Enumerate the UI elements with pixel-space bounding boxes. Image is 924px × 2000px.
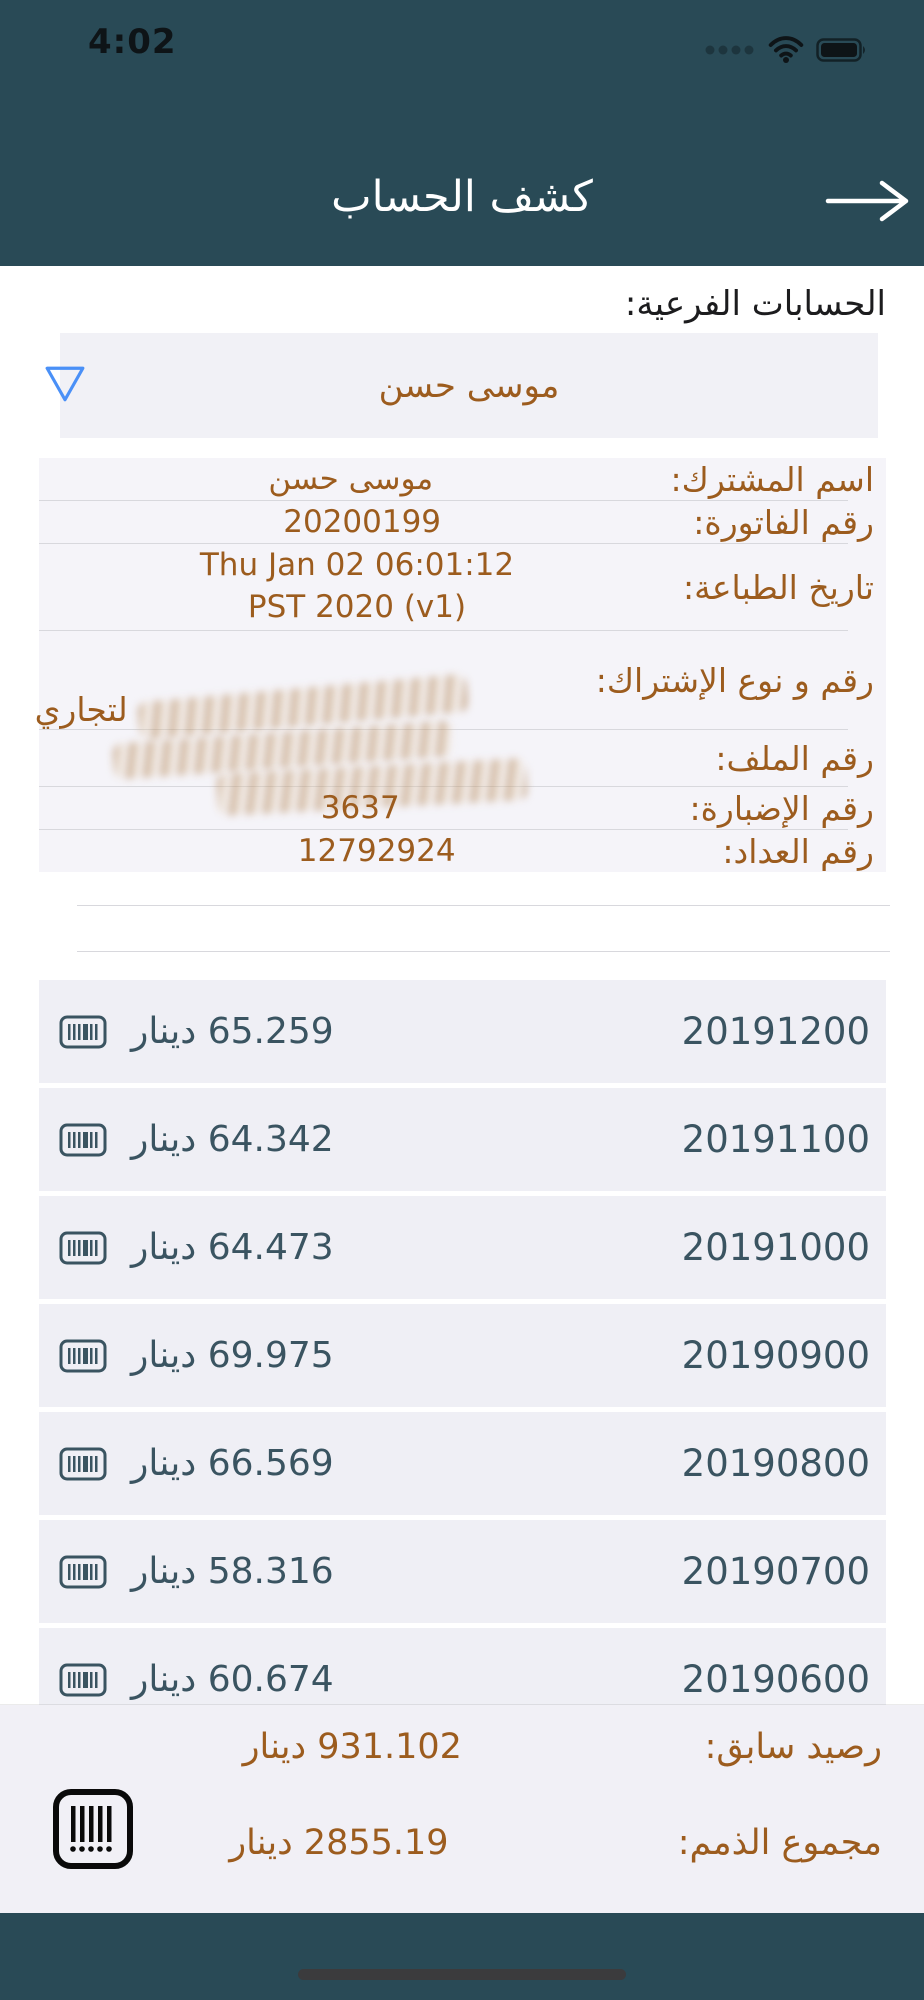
- invoice-period: 20191000: [681, 1226, 870, 1269]
- invoice-amount: 69.975 دينار: [131, 1335, 334, 1376]
- invoice-period: 20190800: [681, 1442, 870, 1485]
- invoice-amount: 65.259 دينار: [131, 1011, 334, 1052]
- invoice-row-20190700[interactable]: 20190700 58.316 دينار: [39, 1520, 886, 1623]
- subaccount-selected-value: موسى حسن: [378, 365, 560, 406]
- invoice-number-label: رقم الفاتورة:: [693, 502, 874, 542]
- barcode-icon[interactable]: [59, 1015, 107, 1049]
- back-arrow-icon: [825, 180, 909, 222]
- barcode-icon[interactable]: [59, 1555, 107, 1589]
- divider: [39, 500, 848, 501]
- invoice-row-20191200[interactable]: 20191200 65.259 دينار: [39, 980, 886, 1083]
- invoice-amount: 58.316 دينار: [131, 1551, 334, 1592]
- invoice-row-20190900[interactable]: 20190900 69.975 دينار: [39, 1304, 886, 1407]
- print-date-text: Thu Jan 02 06:01:12 PST 2020 (v1): [199, 547, 515, 625]
- divider: [77, 905, 890, 906]
- invoice-number-value: 20200199: [283, 504, 442, 540]
- status-time: 4:02: [88, 22, 177, 62]
- info-row-file-number: رقم الملف:: [39, 730, 886, 817]
- subaccount-dropdown[interactable]: موسى حسن: [45, 333, 878, 438]
- barcode-icon[interactable]: [59, 1339, 107, 1373]
- footer-bar: [0, 1913, 924, 2000]
- total-dues-row: مجموع الذمم: 2855.19 دينار: [0, 1823, 924, 1863]
- subscriber-name-label: اسم المشترك:: [670, 459, 875, 499]
- info-row-folder-number: رقم الإضبارة: 3637: [39, 787, 886, 829]
- barcode-icon[interactable]: [59, 1447, 107, 1481]
- divider: [39, 630, 848, 631]
- invoice-period: 20190900: [681, 1334, 870, 1377]
- chevron-down-icon[interactable]: [44, 365, 86, 403]
- invoice-period: 20191100: [681, 1118, 870, 1161]
- info-row-invoice-number: رقم الفاتورة: 20200199: [39, 501, 886, 543]
- divider: [39, 829, 848, 830]
- barcode-icon[interactable]: [59, 1663, 107, 1697]
- status-icons: [704, 36, 868, 63]
- file-number-label: رقم الملف:: [715, 738, 874, 778]
- total-dues-label: مجموع الذمم:: [677, 1823, 882, 1863]
- page-title: كشف الحساب: [331, 172, 593, 222]
- print-date-label: تاريخ الطباعة:: [683, 567, 874, 607]
- cellular-signal-icon: [705, 45, 754, 54]
- meter-number-label: رقم العداد:: [722, 831, 874, 871]
- subscriber-name-value: موسى حسن: [268, 461, 434, 497]
- subaccounts-label: الحسابات الفرعية:: [624, 284, 886, 324]
- invoice-period: 20190600: [681, 1658, 870, 1701]
- info-row-subscription: رقم و نوع الإشتراك: لتجاري: [35, 631, 886, 780]
- previous-balance-value: 931.102 دينار: [242, 1727, 462, 1767]
- invoice-row-20191000[interactable]: 20191000 64.473 دينار: [39, 1196, 886, 1299]
- previous-balance-label: رصيد سابق:: [704, 1727, 882, 1767]
- subscription-type-text: لتجاري: [34, 690, 128, 729]
- print-date-value: Thu Jan 02 06:01:12 PST 2020 (v1): [39, 545, 675, 629]
- folder-number-label: رقم الإضبارة:: [689, 788, 874, 828]
- invoice-row-20190800[interactable]: 20190800 66.569 دينار: [39, 1412, 886, 1515]
- invoice-amount: 66.569 دينار: [131, 1443, 334, 1484]
- battery-icon: [816, 37, 865, 62]
- invoice-period: 20190700: [681, 1550, 870, 1593]
- previous-balance-row: رصيد سابق: 931.102 دينار: [0, 1727, 924, 1767]
- invoice-amount: 64.473 دينار: [131, 1227, 334, 1268]
- info-row-subscriber-name: اسم المشترك: موسى حسن: [39, 458, 886, 500]
- barcode-icon[interactable]: [59, 1231, 107, 1265]
- back-button[interactable]: [820, 176, 912, 226]
- info-row-print-date: تاريخ الطباعة: Thu Jan 02 06:01:12 PST 2…: [39, 544, 886, 630]
- invoice-amount: 64.342 دينار: [131, 1119, 334, 1160]
- subscriber-info-panel: اسم المشترك: موسى حسن رقم الفاتورة: 2020…: [35, 458, 886, 872]
- header-bar: 4:02 كشف الحساب: [0, 0, 924, 266]
- divider: [77, 951, 890, 952]
- divider: [39, 543, 848, 544]
- invoice-amount: 60.674 دينار: [131, 1659, 334, 1700]
- invoice-row-20191100[interactable]: 20191100 64.342 دينار: [39, 1088, 886, 1191]
- summary-panel: رصيد سابق: 931.102 دينار مجموع الذمم: 28…: [0, 1705, 924, 1913]
- barcode-icon: [53, 1789, 133, 1869]
- invoice-period: 20191200: [681, 1010, 870, 1053]
- wifi-icon: [768, 36, 804, 63]
- home-indicator[interactable]: [298, 1969, 626, 1980]
- info-row-meter-number: رقم العداد: 12792924: [39, 830, 886, 872]
- barcode-icon[interactable]: [59, 1123, 107, 1157]
- subscription-label: رقم و نوع الإشتراك:: [595, 660, 874, 700]
- total-dues-value: 2855.19 دينار: [229, 1823, 449, 1863]
- meter-number-value: 12792924: [297, 833, 456, 869]
- big-barcode-button[interactable]: [52, 1788, 134, 1870]
- folder-number-value: 3637: [320, 790, 400, 826]
